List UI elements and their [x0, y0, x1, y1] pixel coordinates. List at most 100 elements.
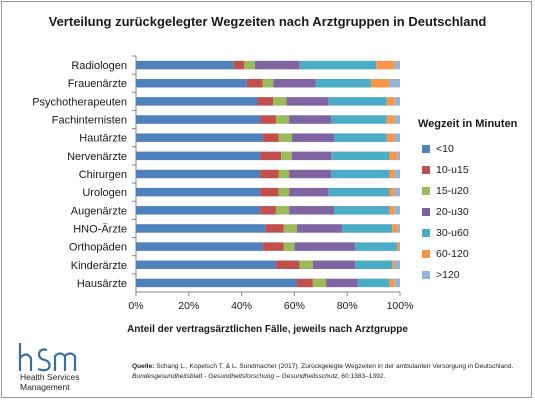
bar-segment: [278, 133, 292, 142]
bar-segment: [397, 224, 400, 233]
y-tick-label: Urologen: [82, 187, 127, 199]
bar-segment: [394, 187, 400, 197]
y-tick-label: Nervenärzte: [67, 151, 127, 163]
bar-segment: [136, 151, 261, 161]
bar-segment: [297, 224, 342, 233]
bar-segment: [297, 278, 313, 288]
bar-segment: [389, 151, 398, 161]
y-tick-label: Hausärzte: [77, 278, 127, 290]
y-tick-label: Psychotherapeuten: [32, 96, 127, 108]
bar-segment: [386, 97, 395, 106]
bar-segment: [136, 78, 247, 88]
bar-segment: [389, 78, 400, 88]
y-tick-label: Fachinternisten: [52, 115, 127, 127]
bar-segment: [281, 151, 292, 161]
bar-segment: [136, 242, 263, 251]
legend-label: 30-u60: [436, 226, 469, 239]
bar-segment: [370, 78, 390, 88]
bar-segment: [260, 206, 276, 215]
bar-segment: [265, 224, 284, 233]
y-tick-label: Augenärzte: [71, 205, 127, 217]
bar-segment: [394, 260, 400, 270]
bar-segment: [392, 224, 398, 233]
bar-segment: [273, 97, 287, 106]
legend-item: 20-u30: [422, 201, 469, 222]
bar-segment: [331, 115, 387, 124]
bar-segment: [331, 151, 390, 161]
legend-swatch: [422, 207, 430, 216]
bar-segment: [260, 187, 279, 197]
bar-segment: [246, 78, 263, 88]
x-tick-label: 0%: [128, 300, 143, 312]
bar-segment: [394, 169, 400, 179]
x-tick-label: 100%: [387, 300, 414, 312]
y-tick-label: HNO-Ärzte: [73, 223, 127, 235]
bar-segment: [394, 133, 400, 142]
bar-segment: [273, 78, 316, 88]
x-tick-label: 20%: [178, 300, 199, 312]
bar-segment: [262, 242, 284, 251]
bar-segment: [262, 78, 274, 88]
bar-segment: [275, 115, 290, 124]
bar-segment: [334, 206, 390, 215]
bar-segment: [328, 97, 387, 106]
bar-segment: [136, 187, 261, 197]
bar-segment: [286, 97, 329, 106]
bar-segment: [136, 115, 261, 124]
bar-segment: [260, 151, 282, 161]
bar-segment: [283, 224, 298, 233]
bar-segment: [392, 260, 395, 270]
legend-label: <10: [436, 142, 454, 155]
bar-segment: [136, 224, 266, 233]
bar-segment: [389, 206, 395, 215]
bar-segment: [262, 133, 279, 142]
bar-segment: [289, 187, 329, 197]
y-tick-label: Chirurgen: [79, 169, 127, 181]
bar-segment: [254, 60, 300, 70]
bar-segment: [386, 133, 395, 142]
legend-swatch: [422, 228, 430, 237]
bar-segment: [357, 278, 390, 288]
legend-label: >120: [436, 268, 460, 281]
legend-swatch: [422, 270, 430, 279]
x-tick-label: 60%: [284, 300, 305, 312]
bar-segment: [328, 187, 390, 197]
bar-segment: [397, 242, 400, 251]
bar-segment: [275, 260, 300, 270]
bar-segment: [136, 206, 261, 215]
legend-swatch: [422, 144, 430, 153]
legend: <10 10-u15 15-u20 20-u30 30-u60 60-120 >120: [422, 138, 469, 285]
bar-segment: [394, 115, 400, 124]
bar-segment: [294, 242, 356, 251]
legend-swatch: [422, 186, 430, 195]
bar-segment: [355, 260, 393, 270]
bar-segment: [394, 97, 400, 106]
legend-item: >120: [422, 264, 469, 285]
bar-segment: [275, 206, 290, 215]
logo-line-2: Management: [20, 382, 70, 392]
bar-segment: [394, 278, 400, 288]
bar-segment: [355, 242, 398, 251]
logo-line-1: Health Services: [20, 372, 80, 382]
legend-item: <10: [422, 138, 469, 159]
source-citation: Quelle: Schang L., Kopetsch T. & L. Sund…: [132, 362, 522, 382]
hsm-logo-icon: [18, 343, 77, 372]
bar-segment: [386, 115, 395, 124]
bar-segment: [278, 187, 290, 197]
bar-segment: [331, 169, 390, 179]
bar-segment: [136, 278, 298, 288]
y-tick-label: Kinderärzte: [71, 260, 127, 272]
bar-segment: [260, 169, 279, 179]
legend-item: 15-u20: [422, 180, 469, 201]
legend-label: 60-120: [436, 247, 469, 260]
bar-segment: [291, 151, 332, 161]
bar-segment: [278, 169, 290, 179]
bar-segment: [376, 60, 395, 70]
bar-segment: [136, 260, 276, 270]
bar-segment: [136, 169, 261, 179]
bar-segment: [315, 78, 371, 88]
legend-swatch: [422, 249, 430, 258]
legend-item: 60-120: [422, 243, 469, 264]
